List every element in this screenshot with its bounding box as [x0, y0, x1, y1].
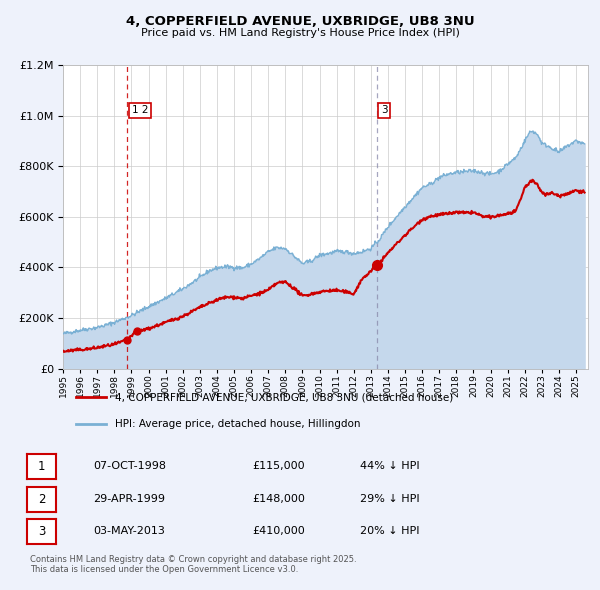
- Text: Contains HM Land Registry data © Crown copyright and database right 2025.: Contains HM Land Registry data © Crown c…: [30, 555, 356, 563]
- Text: 1 2: 1 2: [132, 106, 148, 116]
- Text: 29% ↓ HPI: 29% ↓ HPI: [360, 494, 419, 503]
- Text: 29-APR-1999: 29-APR-1999: [93, 494, 165, 503]
- Text: 03-MAY-2013: 03-MAY-2013: [93, 526, 165, 536]
- Text: 44% ↓ HPI: 44% ↓ HPI: [360, 461, 419, 471]
- Text: 3: 3: [381, 106, 388, 116]
- Text: 1: 1: [38, 460, 45, 473]
- Text: 07-OCT-1998: 07-OCT-1998: [93, 461, 166, 471]
- Text: £115,000: £115,000: [252, 461, 305, 471]
- Text: 2: 2: [38, 493, 45, 506]
- Text: £148,000: £148,000: [252, 494, 305, 503]
- Text: 20% ↓ HPI: 20% ↓ HPI: [360, 526, 419, 536]
- Text: 4, COPPERFIELD AVENUE, UXBRIDGE, UB8 3NU (detached house): 4, COPPERFIELD AVENUE, UXBRIDGE, UB8 3NU…: [115, 392, 453, 402]
- Text: HPI: Average price, detached house, Hillingdon: HPI: Average price, detached house, Hill…: [115, 419, 361, 429]
- Text: 4, COPPERFIELD AVENUE, UXBRIDGE, UB8 3NU: 4, COPPERFIELD AVENUE, UXBRIDGE, UB8 3NU: [125, 15, 475, 28]
- Text: Price paid vs. HM Land Registry's House Price Index (HPI): Price paid vs. HM Land Registry's House …: [140, 28, 460, 38]
- Text: 3: 3: [38, 525, 45, 538]
- Text: This data is licensed under the Open Government Licence v3.0.: This data is licensed under the Open Gov…: [30, 565, 298, 574]
- Text: £410,000: £410,000: [252, 526, 305, 536]
